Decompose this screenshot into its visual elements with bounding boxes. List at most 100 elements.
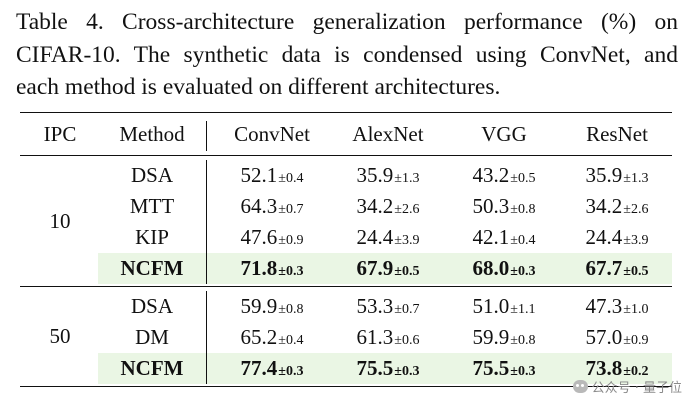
method-name: DM (135, 325, 169, 349)
column-divider (206, 253, 207, 284)
column-divider (206, 222, 207, 253)
ipc-value: 50 (49, 324, 71, 348)
header-alexnet: AlexNet (352, 122, 424, 146)
score-resnet: 57.0±0.9 (562, 322, 672, 353)
method-name: NCFM (120, 256, 184, 280)
score-mean: 34.2 (356, 194, 394, 218)
caption-line-3: each method is evaluated on different ar… (16, 74, 501, 100)
results-table: IPC Method ConvNet AlexNet VGG ResNet 10… (20, 112, 672, 387)
score-std: ±1.3 (623, 171, 649, 186)
score-mean: 73.8 (585, 356, 623, 380)
score-std: ±0.3 (394, 364, 420, 379)
caption-line-2: CIFAR-10. The synthetic data is condense… (16, 41, 678, 68)
score-alexnet: 75.5±0.3 (332, 353, 444, 384)
score-std: ±0.3 (510, 264, 536, 279)
ipc-group: 10 DSA 52.1±0.4 35.9±1.3 43.2±0.5 35.9±1.3 MTT… (20, 156, 672, 286)
method-name: KIP (135, 225, 169, 249)
score-mean: 77.4 (240, 356, 278, 380)
score-convnet: 59.9±0.8 (216, 291, 328, 322)
score-std: ±0.4 (278, 333, 304, 348)
table-row: DM 65.2±0.4 61.3±0.6 59.9±0.8 57.0±0.9 (20, 322, 672, 353)
score-resnet: 67.7±0.5 (562, 253, 672, 284)
score-std: ±0.5 (623, 264, 649, 279)
watermark: 公众号 · 量子位 (572, 377, 682, 396)
score-convnet: 77.4±0.3 (216, 353, 328, 384)
score-std: ±0.8 (510, 333, 536, 348)
score-std: ±0.9 (278, 233, 304, 248)
score-std: ±1.1 (510, 302, 536, 317)
table-row: MTT 64.3±0.7 34.2±2.6 50.3±0.8 34.2±2.6 (20, 191, 672, 222)
score-resnet: 73.8±0.2 (562, 353, 672, 384)
score-mean: 34.2 (585, 194, 623, 218)
method-name: NCFM (120, 356, 184, 380)
score-alexnet: 35.9±1.3 (332, 160, 444, 191)
column-divider (206, 291, 207, 322)
table-row: KIP 47.6±0.9 24.4±3.9 42.1±0.4 24.4±3.9 (20, 222, 672, 253)
score-std: ±3.9 (623, 233, 649, 248)
column-divider (206, 353, 207, 384)
score-mean: 75.5 (472, 356, 510, 380)
score-alexnet: 61.3±0.6 (332, 322, 444, 353)
score-alexnet: 24.4±3.9 (332, 222, 444, 253)
header-divider (206, 121, 207, 151)
score-std: ±0.2 (623, 364, 649, 379)
score-mean: 59.9 (472, 325, 510, 349)
watermark-text: 公众号 · 量子位 (591, 381, 682, 396)
score-mean: 24.4 (356, 225, 394, 249)
score-mean: 59.9 (240, 294, 278, 318)
score-mean: 61.3 (356, 325, 394, 349)
score-convnet: 64.3±0.7 (216, 191, 328, 222)
score-std: ±0.3 (510, 364, 536, 379)
score-std: ±0.5 (394, 264, 420, 279)
wechat-icon (572, 380, 588, 393)
method-name: DSA (130, 294, 173, 318)
score-std: ±0.5 (510, 171, 536, 186)
score-std: ±2.6 (394, 202, 420, 217)
table-row: DSA 52.1±0.4 35.9±1.3 43.2±0.5 35.9±1.3 (20, 160, 672, 191)
score-std: ±1.3 (394, 171, 420, 186)
score-std: ±0.3 (278, 364, 304, 379)
column-divider (206, 160, 207, 191)
score-mean: 47.3 (585, 294, 623, 318)
score-std: ±0.8 (278, 302, 304, 317)
score-std: ±0.3 (278, 264, 304, 279)
score-mean: 67.7 (585, 256, 623, 280)
table-body: 10 DSA 52.1±0.4 35.9±1.3 43.2±0.5 35.9±1.3 MTT… (20, 156, 672, 387)
score-vgg: 59.9±0.8 (448, 322, 560, 353)
score-vgg: 68.0±0.3 (448, 253, 560, 284)
score-mean: 35.9 (356, 163, 394, 187)
score-vgg: 42.1±0.4 (448, 222, 560, 253)
score-mean: 53.3 (356, 294, 394, 318)
header-method: Method (119, 122, 185, 146)
score-mean: 47.6 (240, 225, 278, 249)
score-vgg: 43.2±0.5 (448, 160, 560, 191)
table-row: NCFM 71.8±0.3 67.9±0.5 68.0±0.3 67.7±0.5 (98, 253, 672, 284)
table-row: DSA 59.9±0.8 53.3±0.7 51.0±1.1 47.3±1.0 (20, 291, 672, 322)
score-convnet: 71.8±0.3 (216, 253, 328, 284)
column-divider (206, 322, 207, 353)
score-mean: 75.5 (356, 356, 394, 380)
ipc-value: 10 (49, 208, 71, 233)
score-std: ±0.8 (510, 202, 536, 217)
score-mean: 50.3 (472, 194, 510, 218)
header-vgg: VGG (481, 122, 527, 146)
score-resnet: 47.3±1.0 (562, 291, 672, 322)
score-alexnet: 53.3±0.7 (332, 291, 444, 322)
score-mean: 65.2 (240, 325, 278, 349)
method-name: MTT (129, 194, 175, 218)
score-std: ±0.4 (510, 233, 536, 248)
ipc-group: 50 DSA 59.9±0.8 53.3±0.7 51.0±1.1 47.3±1.0 DM 6… (20, 286, 672, 387)
score-mean: 57.0 (585, 325, 623, 349)
score-convnet: 52.1±0.4 (216, 160, 328, 191)
score-mean: 68.0 (472, 256, 510, 280)
score-resnet: 35.9±1.3 (562, 160, 672, 191)
score-std: ±2.6 (623, 202, 649, 217)
caption-line-1: Table 4. Cross-architecture generalizati… (16, 9, 678, 35)
score-alexnet: 67.9±0.5 (332, 253, 444, 284)
method-name: DSA (130, 163, 173, 187)
score-mean: 52.1 (240, 163, 278, 187)
score-mean: 71.8 (240, 256, 278, 280)
score-std: ±0.7 (394, 302, 420, 317)
score-mean: 43.2 (472, 163, 510, 187)
score-mean: 64.3 (240, 194, 278, 218)
